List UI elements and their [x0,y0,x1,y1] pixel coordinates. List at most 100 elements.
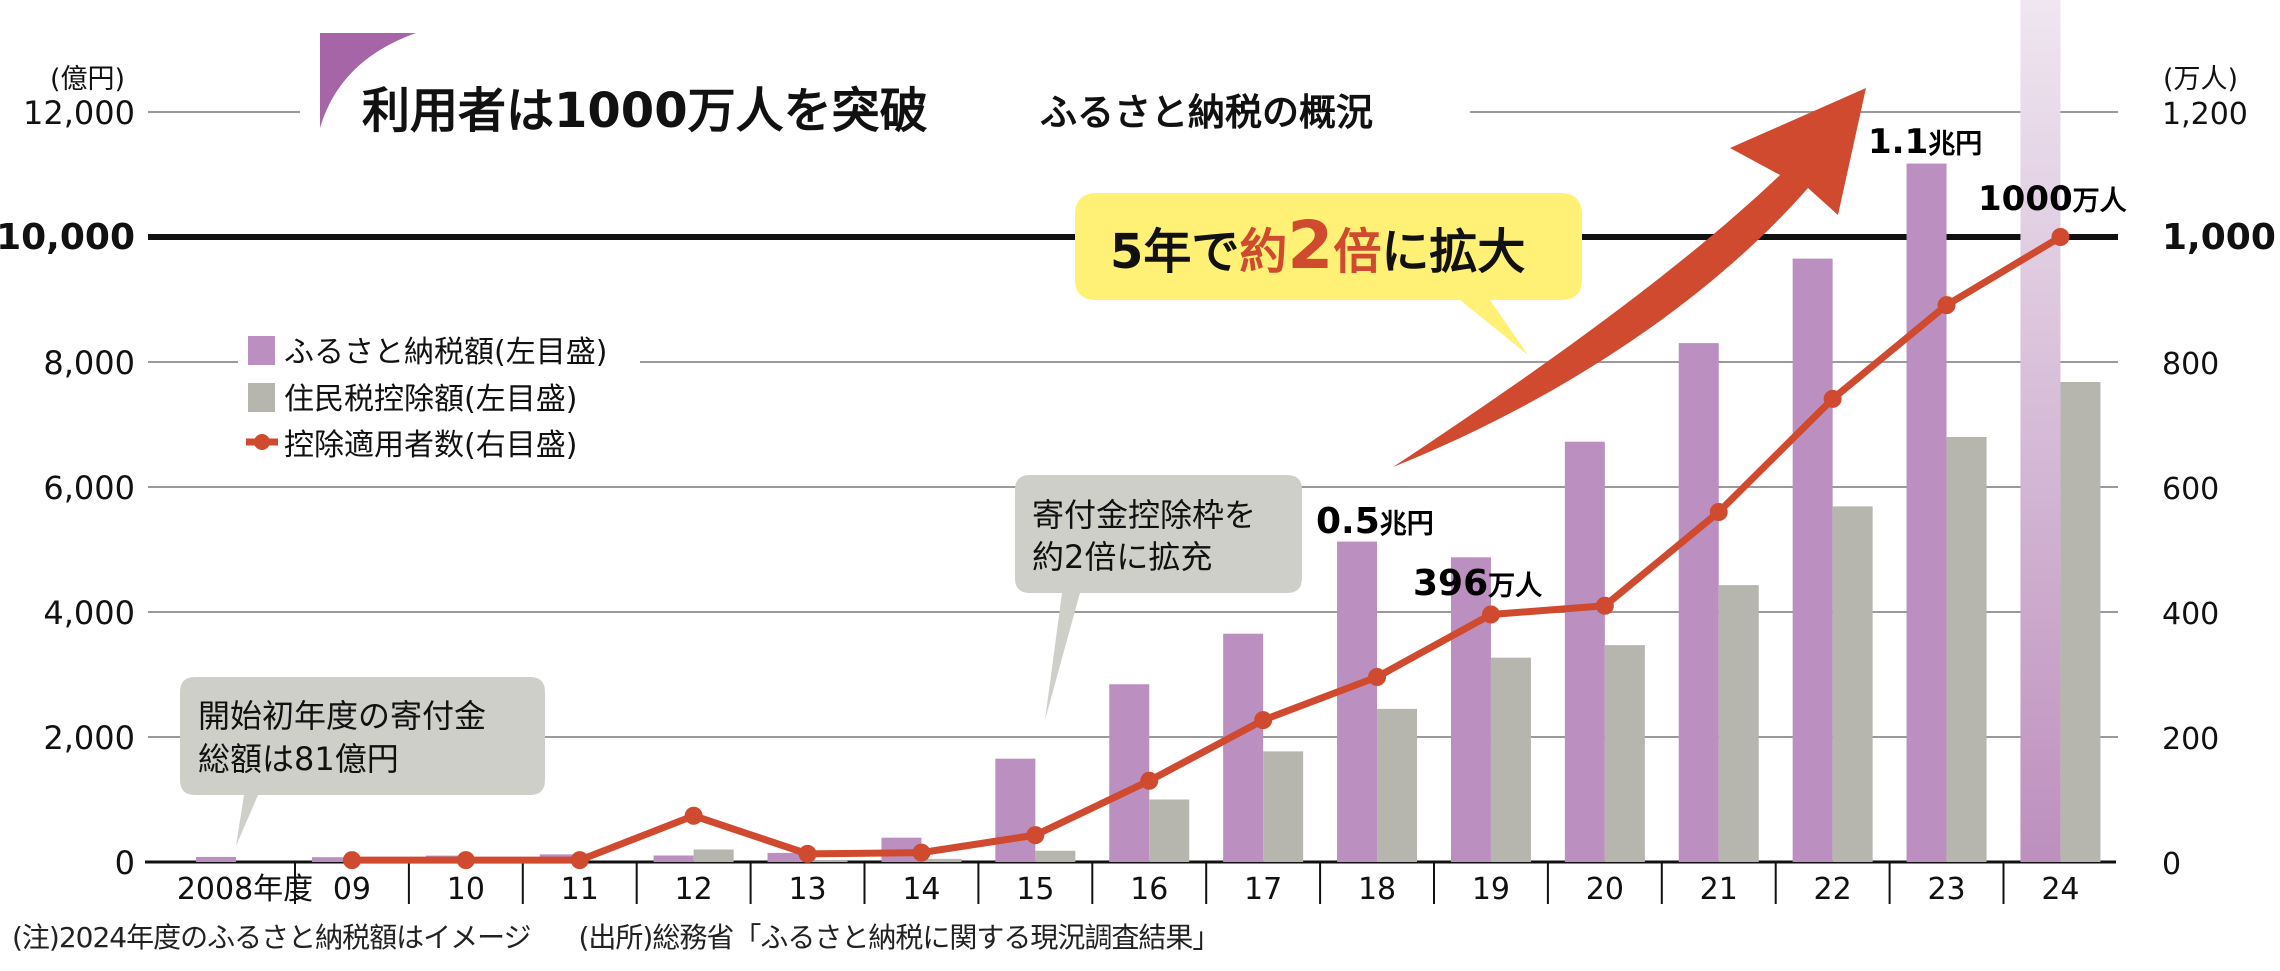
right-tick-label: 400 [2162,597,2219,632]
title-block: 利用者は1000万人を突破 ふるさと納税の概況 [320,33,1373,139]
value-labels: 0.5兆円 396万人 1.1兆円 1000万人 [1316,122,2127,604]
x-tick-label: 09 [333,872,371,907]
label-1000: 1000万人 [1978,179,2127,219]
callout-doubled-part-5: に拡大 [1381,224,1525,280]
x-tick-label: 19 [1472,872,1510,907]
callouts: 開始初年度の寄付金 総額は81億円 寄付金控除枠を 約2倍に拡充 5年で約2倍に… [180,193,1582,846]
x-tick-label: 15 [1016,872,1054,907]
bar-furusato-2008年度 [196,856,236,862]
x-tick-label: 24 [2041,872,2079,907]
footnotes: (注)2024年度のふるさと納税額はイメージ (出所)総務省「ふるさと納税に関す… [12,916,1259,956]
callout-doubled-part-2: 約 [1239,224,1287,280]
bar-furusato-23 [1906,163,1947,862]
line-users-point [798,844,817,863]
legend: ふるさと納税額(左目盛) 住民税控除額(左目盛) 控除適用者数(右目盛) [246,335,607,463]
callout-doubled-part-3: 2 [1287,207,1333,284]
line-users-point [1823,389,1842,408]
left-tick-label: 12,000 [23,94,135,132]
line-users-point [1481,605,1500,624]
title-mark-icon [320,33,416,128]
x-tick-label: 14 [902,872,940,907]
bar-furusato-24 [2020,0,2061,862]
bar-furusato-13 [767,852,808,862]
left-tick-label: 0 [115,844,135,882]
callout-doubled-part-4: 倍 [1333,224,1381,280]
line-users-point [342,851,361,870]
label-1.1-trillion: 1.1兆円 [1868,122,1982,162]
callout-expansion-line1: 寄付金控除枠を [1032,496,1256,534]
bar-deduction-14 [921,858,962,862]
x-tick-label: 18 [1358,872,1396,907]
label-396: 396万人 [1413,563,1542,604]
legend-swatch-deduction [248,383,275,412]
callout-first-year-line1: 開始初年度の寄付金 [198,697,486,735]
label-1.1-value: 1.1 [1868,122,1928,162]
callout-doubled-text: 5年で約2倍に拡大 [1110,207,1525,284]
bars [196,0,2101,862]
legend-label-users: 控除適用者数(右目盛) [284,428,577,463]
label-396-value: 396 [1413,563,1488,604]
x-tick-label: 20 [1586,872,1624,907]
label-1000-unit: 万人 [2073,186,2127,217]
right-tick-label: 1,200 [2162,97,2248,132]
label-1.1-unit: 兆円 [1928,129,1982,160]
callout-expansion: 寄付金控除枠を 約2倍に拡充 [1015,475,1302,720]
bar-deduction-15 [1035,850,1076,862]
left-tick-label: 10,000 [0,217,135,258]
callout-first-year-line2: 総額は81億円 [198,740,399,778]
footnote-source: (出所)総務省「ふるさと納税に関する現況調査結果」 [578,921,1220,954]
line-users-point [1254,711,1273,730]
line-users-point [912,843,931,862]
left-tick-label: 6,000 [43,469,135,507]
x-tick-label: 12 [675,872,713,907]
line-users-point [1368,668,1387,686]
legend-marker-users [254,434,270,450]
x-tick-label: 16 [1130,872,1168,907]
legend-label-deduction: 住民税控除額(左目盛) [284,382,577,417]
line-users-point [1595,596,1614,615]
bar-furusato-09 [311,857,352,862]
bar-furusato-15 [995,758,1036,862]
bar-furusato-19 [1450,557,1491,862]
line-users-point [684,806,703,825]
x-tick-label: 23 [1927,872,1965,907]
left-tick-label: 2,000 [43,719,135,757]
line-users-point [1026,826,1045,845]
right-tick-label: 1,000 [2162,217,2276,258]
label-396-unit: 万人 [1488,571,1542,602]
right-tick-label: 800 [2162,347,2219,382]
x-tick-label: 13 [788,872,826,907]
bar-deduction-19 [1490,657,1531,862]
x-tick-label: 2008年度 [177,872,313,907]
label-0.5-value: 0.5 [1316,501,1380,542]
right-tick-label: 0 [2162,847,2181,882]
right-tick-label: 600 [2162,472,2219,507]
label-0.5-trillion: 0.5兆円 [1316,501,1434,542]
left-tick-label: 8,000 [43,344,135,382]
bar-deduction-21 [1718,585,1759,862]
bar-deduction-20 [1604,645,1645,862]
bar-furusato-12 [653,855,694,862]
bar-deduction-22 [1832,506,1873,862]
line-series [342,228,2070,870]
label-0.5-unit: 兆円 [1380,509,1434,540]
line-users-point [570,851,589,870]
line-users-point [456,851,475,870]
bar-furusato-17 [1223,633,1264,862]
line-users-point [1140,771,1159,790]
bar-furusato-21 [1678,343,1719,862]
bar-deduction-18 [1377,708,1418,862]
line-users-point [1709,503,1728,521]
bar-furusato-18 [1337,541,1378,862]
bar-deduction-12 [693,849,734,862]
bar-deduction-17 [1263,751,1304,862]
x-tick-label: 22 [1814,872,1852,907]
right-axis-unit: (万人) [2163,64,2238,95]
bar-deduction-13 [807,860,848,862]
chart-title: 利用者は1000万人を突破 [362,83,928,139]
bar-deduction-16 [1149,799,1190,862]
right-tick-label: 200 [2162,722,2219,757]
line-users-point [2051,228,2070,246]
bar-furusato-22 [1792,258,1833,862]
